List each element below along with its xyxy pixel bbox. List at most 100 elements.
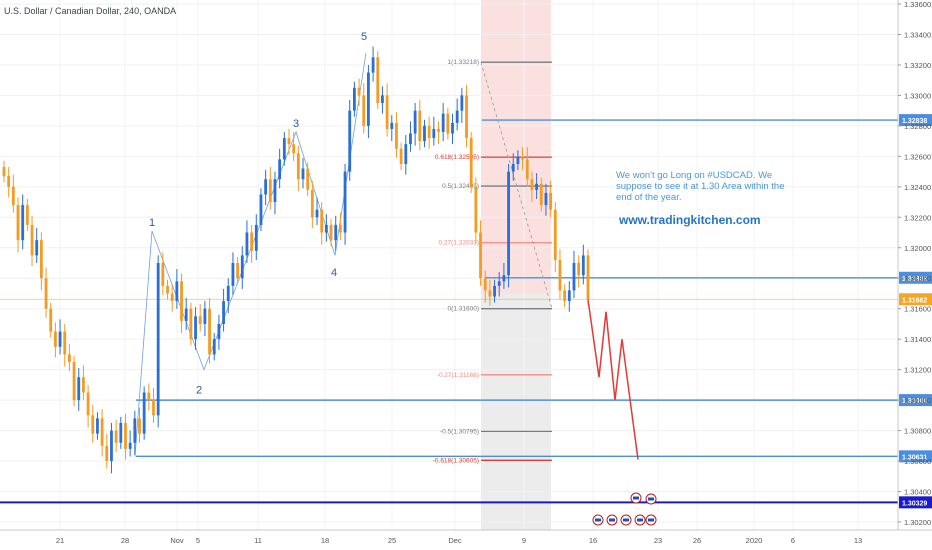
time-axis: 21 28 Nov 5 11 18 25 Dec 9 16 23 26 2020 6 13 xyxy=(0,529,932,545)
candle-body xyxy=(282,138,286,160)
candle-body xyxy=(114,430,118,443)
candle-body xyxy=(413,110,417,134)
candle-body xyxy=(124,422,127,449)
event-flag-stripe xyxy=(648,497,654,501)
fib-level-label: 0.5(1.32405) xyxy=(442,183,479,190)
candle-body xyxy=(586,255,590,300)
candle-body xyxy=(530,179,534,190)
candle-body xyxy=(385,95,389,129)
candle-body xyxy=(231,263,235,286)
fib-level-label: 0.618(1.32595) xyxy=(435,154,479,161)
level-price-tag xyxy=(899,114,932,127)
candle-body xyxy=(427,125,431,139)
level-price-tag xyxy=(899,450,932,463)
candle-body xyxy=(423,125,426,142)
x-tick-label: 6 xyxy=(791,536,795,545)
y-tick-label: 1.32800 xyxy=(904,122,931,131)
candle-body xyxy=(474,186,478,233)
candle-body xyxy=(236,263,240,279)
candle-body xyxy=(301,168,305,180)
candle-body xyxy=(455,110,459,123)
candle-body xyxy=(128,442,132,449)
candle-body xyxy=(110,430,113,462)
candle-body xyxy=(581,255,585,276)
candle-body xyxy=(338,224,342,233)
candle-body xyxy=(553,209,557,260)
candle-body xyxy=(86,392,90,416)
candle-body xyxy=(567,290,571,302)
candle-body xyxy=(2,167,6,177)
candle-body xyxy=(287,138,291,145)
candle-body xyxy=(441,113,445,132)
candle-body xyxy=(292,144,296,154)
event-flag-stripe xyxy=(637,518,643,522)
candle-body xyxy=(226,285,230,302)
candle-body xyxy=(198,316,202,324)
wave-label: 5 xyxy=(361,31,367,43)
y-tick-label: 1.32200 xyxy=(904,213,931,222)
candle-body xyxy=(362,95,366,126)
candle-body xyxy=(268,179,272,203)
y-tick-label: 1.33400 xyxy=(904,30,931,39)
current-price-text: 1.31662 xyxy=(902,297,927,304)
candle-body xyxy=(296,153,300,180)
candle-body xyxy=(549,192,553,210)
candle-body xyxy=(352,87,356,111)
candle-body xyxy=(493,285,496,297)
candle-body xyxy=(25,205,29,225)
candle-body xyxy=(30,224,34,256)
candle-body xyxy=(39,240,43,279)
level-price-tag xyxy=(899,394,932,407)
candle-body xyxy=(511,163,515,172)
annotation-line-2: suppose to see it at 1.30 Area within th… xyxy=(616,181,784,192)
level-price-text: 1.31000 xyxy=(902,398,927,405)
candle-body xyxy=(142,392,146,434)
y-tick-label: 1.31000 xyxy=(904,396,931,405)
candle-body xyxy=(451,122,454,134)
level-price-tag xyxy=(899,271,932,284)
candle-body xyxy=(306,168,310,190)
candle-body xyxy=(250,232,254,251)
candle-body xyxy=(21,205,25,241)
y-tick-label: 1.33000 xyxy=(904,91,931,100)
candlestick-series xyxy=(2,46,590,474)
candle-body xyxy=(507,171,510,276)
candle-body xyxy=(245,232,249,256)
candle-body xyxy=(138,418,141,434)
candle-body xyxy=(488,290,492,297)
candle-body xyxy=(53,331,57,347)
candle-body xyxy=(119,422,123,443)
candle-body xyxy=(395,122,398,149)
candle-body xyxy=(483,278,487,291)
candle-body xyxy=(240,255,244,279)
y-tick-label: 1.31600 xyxy=(904,305,931,314)
event-flag-stripe xyxy=(623,518,629,522)
candle-body xyxy=(44,278,48,309)
y-tick-label: 1.30200 xyxy=(904,518,931,527)
level-price-text: 1.30329 xyxy=(902,500,927,507)
candle-body xyxy=(77,377,81,401)
candle-body xyxy=(259,194,263,225)
x-tick-label: 26 xyxy=(693,536,701,545)
x-tick-label: 2020 xyxy=(746,536,763,545)
candle-body xyxy=(367,72,370,126)
annotation-line-1: We won't go Long on #USDCAD. We xyxy=(616,170,772,181)
candle-body xyxy=(161,263,165,286)
candle-body xyxy=(469,138,473,187)
candle-body xyxy=(357,87,361,96)
candle-body xyxy=(264,179,268,195)
candle-body xyxy=(203,308,207,324)
x-tick-label: Nov xyxy=(170,536,184,545)
price-axis: 1.33600 1.33400 1.33200 1.33000 1.32800 1.326… xyxy=(897,0,931,530)
annotation-url[interactable]: www.tradingkitchen.com xyxy=(618,213,761,227)
event-flag-stripe xyxy=(648,518,654,522)
candle-body xyxy=(68,354,71,363)
fib-level-label: -0.5(1.30795) xyxy=(440,428,479,435)
candle-body xyxy=(166,285,169,294)
x-tick-label: 23 xyxy=(654,536,662,545)
zone-lower xyxy=(481,293,551,530)
candle-body xyxy=(381,95,384,104)
fibonacci-retracement: 1(1.33218) 0.618(1.32595) 0.5(1.32405) 0.27… xyxy=(433,59,553,464)
candle-body xyxy=(371,57,375,73)
